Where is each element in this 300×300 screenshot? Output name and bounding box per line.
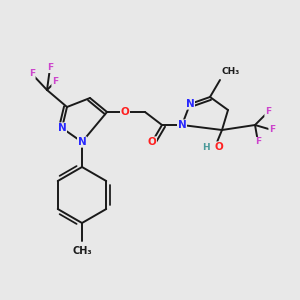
Text: H: H <box>202 143 210 152</box>
Text: N: N <box>78 137 86 147</box>
Text: F: F <box>29 70 35 79</box>
Text: F: F <box>269 125 275 134</box>
Text: CH₃: CH₃ <box>222 67 240 76</box>
Text: CH₃: CH₃ <box>72 246 92 256</box>
Text: O: O <box>148 137 156 147</box>
Text: F: F <box>265 107 271 116</box>
Text: F: F <box>52 77 58 86</box>
Text: F: F <box>47 64 53 73</box>
Text: F: F <box>255 137 261 146</box>
Text: N: N <box>178 120 186 130</box>
Text: N: N <box>186 99 194 109</box>
Text: O: O <box>214 142 224 152</box>
Text: N: N <box>58 123 66 133</box>
Text: O: O <box>121 107 129 117</box>
